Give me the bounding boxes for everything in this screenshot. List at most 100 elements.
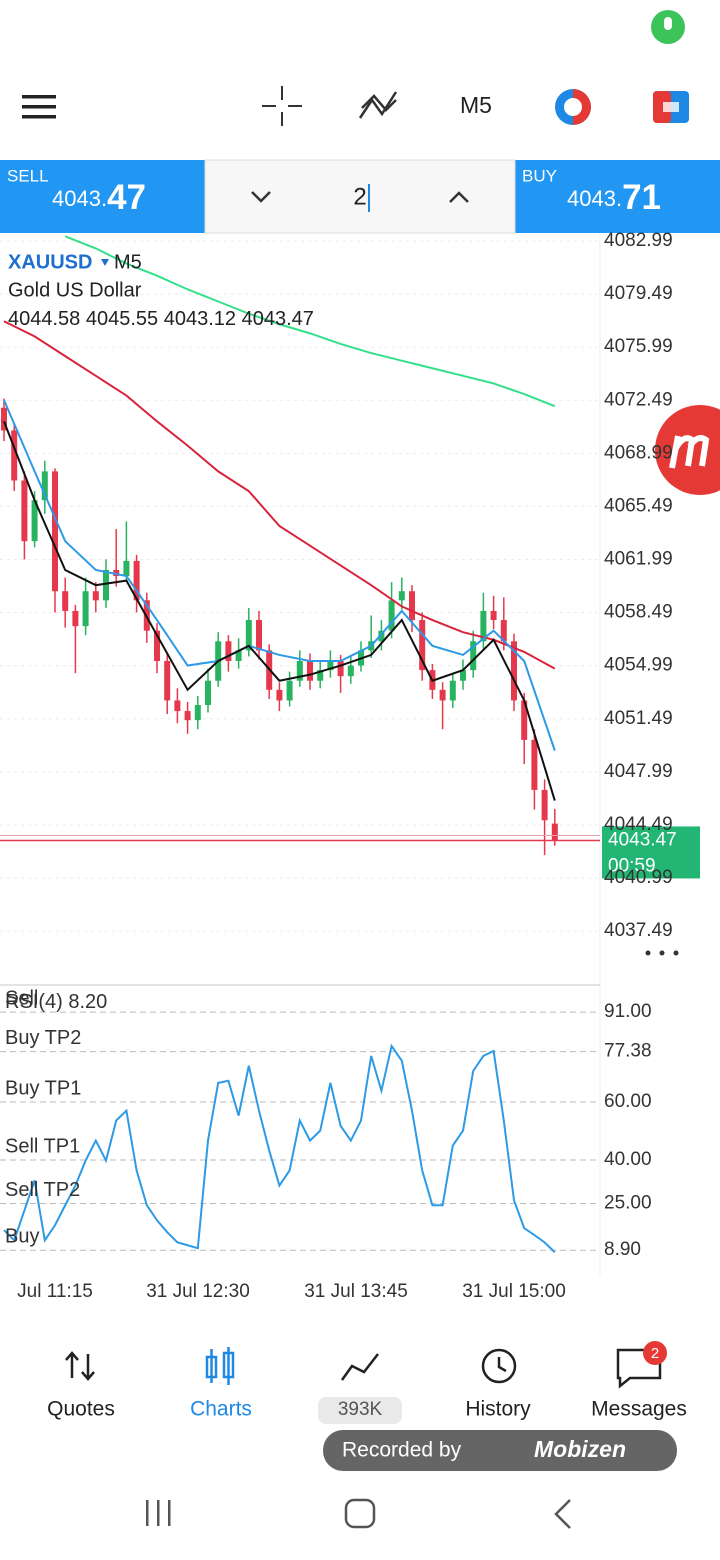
candle-body [378,630,385,642]
candle-body [103,569,109,601]
sell-button[interactable] [0,160,205,233]
time-label: 31 Jul 15:00 [462,1281,566,1302]
candle-body [11,430,18,481]
badge [643,1341,667,1365]
candle-body [286,680,293,701]
candle-body [470,641,477,671]
candle-body [388,600,395,631]
candle-body [174,700,181,712]
buy-price-pips: 71 [622,178,661,217]
close: 4043.47 [242,308,314,330]
ohlc: 4044.58 4045.55 4043.12 4043.47 [8,308,314,330]
history-icon[interactable] [481,1348,517,1384]
more-dots[interactable] [645,950,679,956]
sell-price-pips: 47 [107,178,146,217]
level-tick-label: 25.00 [604,1193,652,1214]
recorder-logo [669,435,710,469]
candle-body [154,630,160,662]
tab-charts[interactable]: Charts [190,1398,252,1421]
candle-body [307,661,313,681]
candle-body [31,500,38,542]
candle-body [551,823,558,841]
candle-body [541,789,548,821]
candle-body [133,560,140,601]
menu-button[interactable] [22,95,56,119]
price-tick-label: 4061.99 [604,549,673,570]
volume-down[interactable] [251,191,271,203]
candle-body [439,689,446,701]
price-tag-countdown: 00:59 [608,855,656,876]
level-name: Buy [5,1225,39,1247]
candle-body [480,610,487,642]
level-tick-label: 91.00 [604,1001,652,1022]
timeframe-button[interactable]: M5 [460,92,492,118]
price-tick-label: 4082.99 [604,230,673,251]
candle-body [72,610,79,627]
candle-body [449,680,456,701]
objects-button[interactable] [555,89,591,125]
overlay: 4043.47 00:59 [602,405,720,879]
candle-body [317,670,324,681]
price-tick-label: 4075.99 [604,336,673,357]
buy-button[interactable] [515,160,720,233]
price-tick-label: 4072.49 [604,389,673,410]
moving-average [3,320,556,670]
rsi-header: RSI(4) 8.20 [5,991,107,1013]
tab-quotes[interactable]: Quotes [47,1398,115,1421]
price-tag [602,826,700,879]
quotes-icon[interactable] [65,1351,95,1381]
buy-price-main: 4043. [567,186,622,211]
price-plot [0,235,600,932]
tab-messages[interactable]: Messages [591,1398,687,1421]
candle-body [409,591,415,621]
moving-average [64,235,556,408]
tab-history[interactable]: History [465,1398,531,1421]
symbol-arrow [101,259,109,266]
price-tick-label: 4068.99 [604,442,673,463]
level-tick-label: 40.00 [604,1149,652,1170]
rsi-title: RSI(4) [5,991,63,1013]
level-name: Buy TP1 [5,1077,81,1099]
trade-button[interactable] [653,91,689,123]
trade-icon[interactable] [340,1353,379,1381]
sell-price: 4043.47 [52,178,146,217]
android-home[interactable] [344,1498,376,1529]
charts-icon[interactable] [205,1347,235,1385]
price-tick-label: 4065.49 [604,495,673,516]
counter-pill [318,1397,402,1424]
moving-average [3,420,556,801]
badge-count: 2 [651,1345,659,1362]
candle-body [419,620,426,671]
candle-body [327,661,334,671]
candle-body [52,471,58,592]
candle-body [1,407,7,431]
candle-body [41,471,48,501]
crosshair-button[interactable] [262,86,302,126]
rsi-line [3,1043,556,1253]
candle-body [62,591,69,611]
symbol-description: Gold US Dollar [8,279,142,301]
symbol[interactable]: XAUUSD [8,251,92,273]
indicators-button[interactable] [358,91,398,119]
android-back[interactable] [554,1499,571,1529]
buy-label: BUY [522,166,557,185]
candle-body [92,591,99,601]
mic-icon [664,17,672,30]
price-tick-label: 4054.99 [604,655,673,676]
high: 4045.55 [86,308,158,330]
price-tick-label: 4047.99 [604,761,673,782]
level-tick-label: 60.00 [604,1091,652,1112]
chart-timeframe: M5 [114,251,142,273]
volume-input[interactable]: 2 [353,183,366,210]
price-tag-value: 4043.47 [608,829,677,850]
price-tick-label: 4079.49 [604,283,673,304]
candle-body [500,620,507,642]
tab-counter[interactable]: 393K [338,1399,383,1420]
recorder-brand: Mobizen [534,1436,626,1462]
volume-up[interactable] [449,191,469,203]
candle-body [256,620,262,651]
android-recents[interactable] [146,1500,171,1526]
candle-body [123,560,130,577]
